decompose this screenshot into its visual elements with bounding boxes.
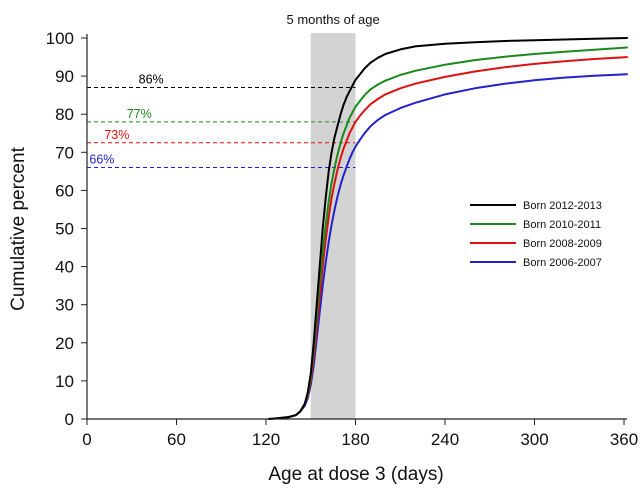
y-tick-label: 0 <box>65 410 74 429</box>
band-layer: 5 months of age <box>287 12 380 419</box>
x-tick-label: 180 <box>341 430 369 449</box>
y-tick-label: 60 <box>55 181 74 200</box>
shaded-band <box>310 33 356 419</box>
x-tick-label: 240 <box>431 430 459 449</box>
legend-layer: Born 2012-2013 Born 2010-2011 Born 2008-20… <box>470 200 602 269</box>
legend-label: Born 2012-2013 <box>523 200 602 212</box>
x-tick-label: 120 <box>252 430 280 449</box>
x-tick-label: 300 <box>520 430 548 449</box>
annotation-layer: 86% 77% 73% 66% <box>87 73 356 169</box>
shaded-band-label: 5 months of age <box>287 12 380 27</box>
legend-label: Born 2010-2011 <box>523 219 601 231</box>
reference-label: 73% <box>104 128 129 142</box>
x-tick-label: 0 <box>82 430 91 449</box>
y-tick-label: 30 <box>55 296 74 315</box>
reference-label: 66% <box>89 153 114 167</box>
y-tick-label: 80 <box>55 105 74 124</box>
y-tick-label: 70 <box>55 143 74 162</box>
legend-label: Born 2006-2007 <box>523 257 602 269</box>
y-axis-title: Cumulative percent <box>8 146 29 310</box>
y-tick-label: 10 <box>55 372 74 391</box>
series-layer <box>268 37 628 420</box>
reference-label: 77% <box>127 107 152 121</box>
x-axis-title: Age at dose 3 (days) <box>268 464 443 485</box>
y-tick-label: 40 <box>55 258 74 277</box>
y-tick-label: 90 <box>55 67 74 86</box>
reference-label: 86% <box>139 73 164 87</box>
legend-label: Born 2008-2009 <box>523 238 602 250</box>
x-tick-label: 60 <box>167 430 186 449</box>
y-tick-label: 50 <box>55 220 74 239</box>
series-line <box>268 37 628 420</box>
axis-layer: 0 10 20 30 40 50 60 70 80 90 100 0 60 120 180 240 300 360 <box>46 29 639 449</box>
x-tick-label: 360 <box>610 430 638 449</box>
y-tick-label: 20 <box>55 334 74 353</box>
y-tick-label: 100 <box>46 29 74 48</box>
